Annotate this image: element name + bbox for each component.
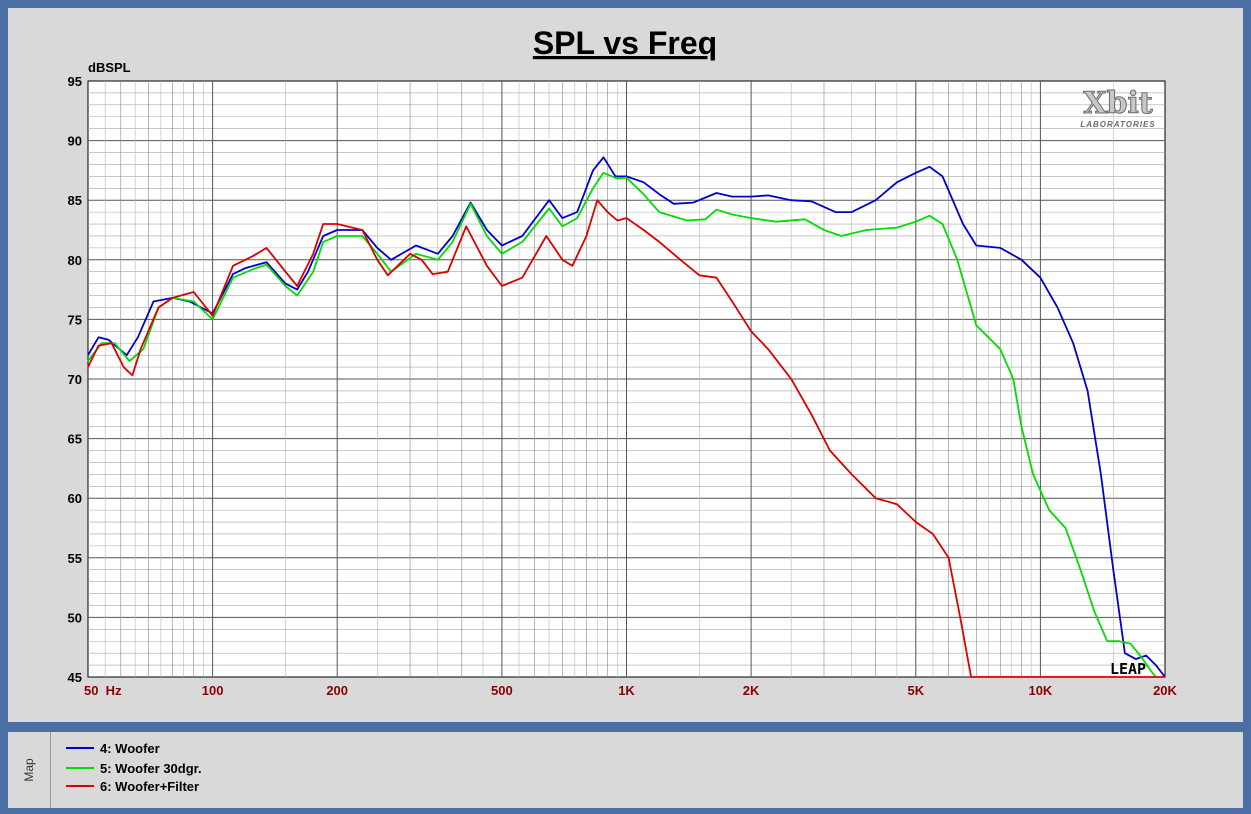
leap-logo: LEAP — [1110, 660, 1146, 678]
y-tick-label: 75 — [68, 312, 82, 327]
x-tick-label: 10K — [1028, 683, 1052, 698]
y-tick-label: 60 — [68, 491, 82, 506]
legend-item-woofer[interactable]: 4: Woofer — [66, 740, 160, 756]
y-tick-label: 55 — [68, 551, 82, 566]
spl-chart: SPL vs Freq dBSPL 95 90 85 80 75 70 65 60 55 50 45… — [68, 25, 1178, 698]
legend-label: 6: Woofer+Filter — [100, 778, 200, 794]
x-tick-label: 20K — [1153, 683, 1177, 698]
y-tick-label: 90 — [68, 134, 82, 149]
series-line-1 — [87, 156, 1166, 678]
legend-label: 4: Woofer — [100, 740, 160, 756]
map-tab-label: Map — [22, 758, 36, 782]
x-tick-label: 50 Hz — [84, 683, 122, 698]
legend-swatch — [66, 747, 94, 749]
legend-swatch — [66, 785, 94, 787]
series-line-2 — [87, 171, 1157, 678]
y-tick-label: 50 — [68, 610, 82, 625]
grid-lines — [88, 81, 1165, 677]
svg-text:Xbit: Xbit — [1083, 86, 1153, 121]
legend-swatch — [66, 767, 94, 769]
y-tick-label: 85 — [68, 193, 82, 208]
x-tick-label: 1K — [618, 683, 635, 698]
legend-panel: Map 4: Woofer 5: Woofer 30dgr. 6: Woofer… — [8, 732, 1243, 808]
x-tick-label: 100 — [202, 683, 224, 698]
y-tick-label: 65 — [68, 432, 82, 447]
y-tick-labels: 95 90 85 80 75 70 65 60 55 50 45 — [68, 74, 82, 685]
x-tick-label: 200 — [326, 683, 348, 698]
x-tick-label: 500 — [491, 683, 513, 698]
x-tick-label: 2K — [743, 683, 760, 698]
svg-text:LABORATORIES: LABORATORIES — [1080, 120, 1155, 129]
x-tick-label: 5K — [907, 683, 924, 698]
y-tick-label: 70 — [68, 372, 82, 387]
series-lines — [87, 156, 1166, 678]
y-tick-label: 80 — [68, 253, 82, 268]
xbit-laboratories-logo: Xbit LABORATORIES — [1080, 86, 1155, 130]
chart-panel: SPL vs Freq dBSPL 95 90 85 80 75 70 65 60 55 50 45… — [8, 8, 1243, 722]
x-tick-labels: 50 Hz 100 200 500 1K 2K 5K 10K 20K — [84, 683, 1178, 698]
legend-item-woofer-filter[interactable]: 6: Woofer+Filter — [66, 778, 199, 794]
legend-item-woofer-30dgr[interactable]: 5: Woofer 30dgr. — [66, 760, 202, 776]
chart-title: SPL vs Freq — [533, 25, 717, 61]
y-tick-label: 95 — [68, 74, 82, 89]
y-axis-label: dBSPL — [88, 60, 131, 75]
legend-label: 5: Woofer 30dgr. — [100, 760, 202, 776]
map-tab[interactable]: Map — [8, 732, 51, 808]
series-line-3 — [87, 199, 1165, 678]
y-tick-label: 45 — [68, 670, 82, 685]
